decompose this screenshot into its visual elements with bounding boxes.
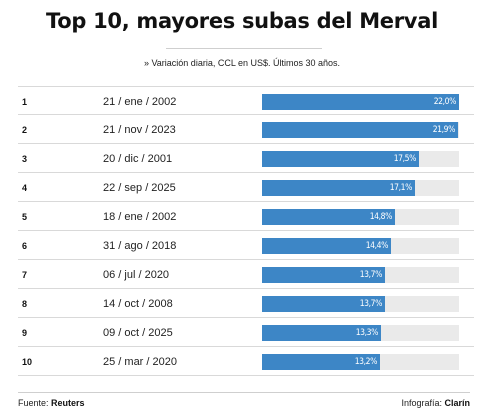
chart-title: Top 10, mayores subas del Merval (46, 9, 438, 33)
bar: 22,0% (262, 94, 459, 110)
bar: 13,2% (262, 354, 380, 370)
source-note: Fuente: Reuters (18, 398, 85, 408)
bar: 21,9% (262, 122, 458, 138)
chart-subtitle: » Variación diaria, CCL en US$. Últimos … (143, 58, 341, 68)
bar-track: 13,2% (262, 354, 459, 370)
bar-value-label: 13,7% (359, 270, 383, 280)
rank-label: 1 (22, 97, 28, 107)
chart-row: 6 31 / ago / 2018 14,4% (18, 231, 474, 260)
date-label: 21 / ene / 2002 (103, 96, 177, 108)
chart-row: 4 22 / sep / 2025 17,1% (18, 173, 474, 202)
chart-row: 7 06 / jul / 2020 13,7% (18, 260, 474, 289)
bar: 17,5% (262, 151, 419, 167)
bar: 13,7% (262, 267, 385, 283)
rank-label: 8 (22, 299, 28, 309)
rank-label: 7 (22, 270, 28, 280)
date-label: 31 / ago / 2018 (103, 240, 177, 252)
title-divider (166, 48, 322, 49)
rank-label: 2 (22, 125, 28, 135)
date-label: 14 / oct / 2008 (103, 298, 173, 310)
bar-value-label: 13,3% (355, 328, 379, 338)
date-label: 18 / ene / 2002 (103, 211, 177, 223)
bar-track: 17,5% (262, 151, 459, 167)
chart-row: 3 20 / dic / 2001 17,5% (18, 144, 474, 173)
bar-value-label: 14,4% (365, 241, 389, 251)
chart-row: 5 18 / ene / 2002 14,8% (18, 202, 474, 231)
credit-note: Infografía: Clarín (401, 398, 470, 408)
bar: 13,3% (262, 325, 381, 341)
credit-prefix: Infografía: (401, 398, 445, 408)
rank-label: 9 (22, 328, 28, 338)
rank-label: 3 (22, 154, 28, 164)
bar: 17,1% (262, 180, 415, 196)
source-name: Reuters (51, 398, 85, 408)
date-label: 09 / oct / 2025 (103, 327, 173, 339)
bar-track: 13,7% (262, 267, 459, 283)
date-label: 06 / jul / 2020 (103, 269, 170, 281)
chart-row: 9 09 / oct / 2025 13,3% (18, 318, 474, 347)
bar: 14,4% (262, 238, 391, 254)
date-label: 20 / dic / 2001 (103, 153, 173, 165)
bar-track: 13,7% (262, 296, 459, 312)
chart-row: 8 14 / oct / 2008 13,7% (18, 289, 474, 318)
footer-divider (18, 392, 470, 393)
bar-track: 22,0% (262, 94, 459, 110)
date-label: 25 / mar / 2020 (103, 356, 177, 368)
chart-row: 1 21 / ene / 2002 22,0% (18, 86, 474, 115)
chart-row: 2 21 / nov / 2023 21,9% (18, 115, 474, 144)
bar-track: 13,3% (262, 325, 459, 341)
rank-label: 6 (22, 241, 28, 251)
bar-value-label: 13,2% (354, 357, 378, 367)
bar-value-label: 21,9% (432, 125, 456, 135)
bar-value-label: 17,5% (393, 154, 417, 164)
rank-label: 4 (22, 183, 28, 193)
bar-value-label: 17,1% (389, 183, 413, 193)
bar-value-label: 22,0% (433, 97, 457, 107)
rank-label: 10 (22, 357, 33, 367)
chart-row: 10 25 / mar / 2020 13,2% (18, 347, 474, 376)
bar-value-label: 13,7% (359, 299, 383, 309)
bar: 14,8% (262, 209, 395, 225)
rank-label: 5 (22, 212, 28, 222)
date-label: 21 / nov / 2023 (103, 124, 176, 136)
bar-track: 14,8% (262, 209, 459, 225)
chart-rows: 1 21 / ene / 2002 22,0% 2 21 / nov / 2023 21,… (18, 86, 474, 376)
bar: 13,7% (262, 296, 385, 312)
date-label: 22 / sep / 2025 (103, 182, 176, 194)
bar-track: 14,4% (262, 238, 459, 254)
source-prefix: Fuente: (18, 398, 52, 408)
bar-track: 21,9% (262, 122, 459, 138)
bar-value-label: 14,8% (369, 212, 393, 222)
bar-track: 17,1% (262, 180, 459, 196)
credit-name: Clarín (444, 398, 470, 408)
